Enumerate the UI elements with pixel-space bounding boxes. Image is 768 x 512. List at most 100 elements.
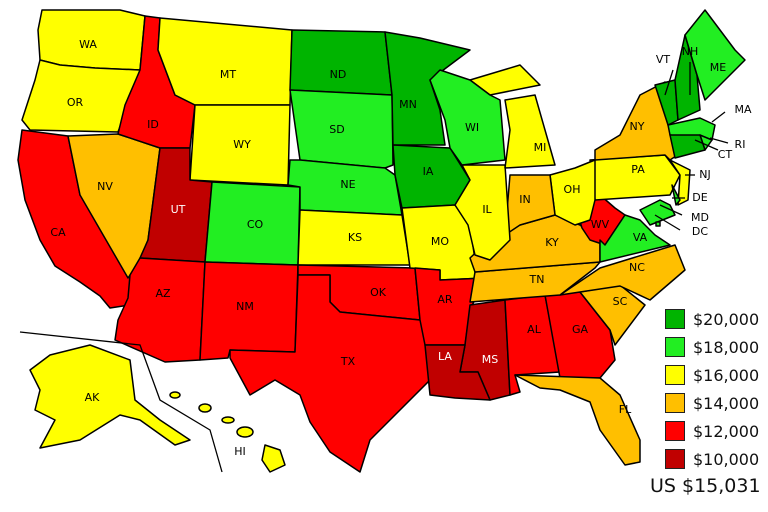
legend-label: $10,000 (693, 449, 760, 469)
state-nd[interactable] (289, 29, 393, 96)
state-label-il: IL (482, 203, 492, 216)
state-hi-island[interactable] (169, 391, 181, 399)
state-label-wi: WI (465, 121, 479, 134)
state-nc[interactable] (559, 244, 686, 301)
leader-vt (664, 69, 674, 96)
state-label-in: IN (519, 193, 530, 206)
state-label-nv: NV (97, 180, 113, 193)
state-label-de: DE (692, 191, 707, 204)
legend-swatch (665, 309, 685, 329)
state-label-wv: WV (591, 218, 610, 231)
state-label-me: ME (710, 61, 726, 74)
state-label-hi: HI (234, 445, 246, 458)
state-me[interactable] (684, 9, 746, 101)
state-label-ri: RI (735, 138, 746, 151)
leader-md (659, 204, 683, 216)
state-label-vt: VT (656, 53, 671, 66)
state-label-mo: MO (431, 235, 449, 248)
legend-label: $20,000 (693, 309, 760, 329)
state-mt[interactable] (157, 17, 293, 106)
state-dc[interactable] (655, 221, 661, 227)
state-label-ar: AR (437, 293, 453, 306)
state-label-oh: OH (564, 183, 581, 196)
state-oh[interactable] (549, 159, 596, 226)
state-label-ny: NY (630, 120, 645, 133)
state-label-dc: DC (692, 225, 708, 238)
state-label-ut: UT (171, 203, 186, 216)
state-label-or: OR (67, 96, 84, 109)
state-label-fl: FL (619, 403, 632, 416)
state-label-md: MD (691, 211, 709, 224)
legend-item: $10,000 (665, 445, 759, 473)
state-fl[interactable] (514, 374, 641, 466)
leader-ri (709, 137, 729, 144)
state-mi[interactable] (504, 94, 556, 169)
state-label-ks: KS (348, 231, 362, 244)
state-label-id: ID (147, 118, 159, 131)
state-label-ok: OK (370, 286, 387, 299)
legend-label: $16,000 (693, 365, 760, 385)
state-hi-island[interactable] (221, 416, 235, 424)
state-il[interactable] (454, 164, 511, 261)
state-label-mi: MI (534, 141, 547, 154)
state-label-ma: MA (734, 103, 751, 116)
state-mn[interactable] (384, 31, 471, 146)
state-label-co: CO (247, 218, 264, 231)
state-label-nh: NH (682, 45, 699, 58)
legend-swatch (665, 421, 685, 441)
leader-ma (711, 111, 726, 123)
legend-swatch (665, 365, 685, 385)
state-de[interactable] (671, 184, 681, 206)
state-label-nd: ND (330, 68, 347, 81)
legend-item: $12,000 (665, 417, 759, 445)
legend-item: $14,000 (665, 389, 759, 417)
legend-swatch (665, 393, 685, 413)
state-hi-island[interactable] (198, 403, 212, 413)
state-ak[interactable] (29, 344, 191, 449)
state-label-al: AL (527, 323, 542, 336)
state-label-ct: CT (718, 148, 733, 161)
state-label-nm: NM (236, 300, 254, 313)
state-sd[interactable] (289, 89, 394, 169)
state-label-tx: TX (340, 355, 356, 368)
legend-item: $16,000 (665, 361, 759, 389)
state-hi-island[interactable] (236, 426, 254, 438)
state-label-sd: SD (329, 123, 344, 136)
state-label-ak: AK (85, 391, 101, 404)
state-label-ca: CA (50, 226, 66, 239)
legend-swatch (665, 337, 685, 357)
legend: $20,000 $18,000 $16,000 $14,000 $12,000 $10,0… (665, 305, 759, 473)
state-label-la: LA (438, 350, 452, 363)
state-label-mt: MT (220, 68, 236, 81)
state-label-az: AZ (155, 287, 171, 300)
state-pa[interactable] (589, 154, 681, 201)
state-tx[interactable] (229, 274, 431, 473)
legend-label: $18,000 (693, 337, 760, 357)
state-va[interactable] (599, 214, 671, 263)
legend-label: $12,000 (693, 421, 760, 441)
state-label-pa: PA (631, 163, 645, 176)
leader-ct (694, 139, 719, 151)
state-label-wa: WA (79, 38, 97, 51)
state-label-sc: SC (613, 295, 628, 308)
legend-swatch (665, 449, 685, 469)
state-label-ky: KY (545, 236, 559, 249)
state-label-ne: NE (340, 178, 355, 191)
us-total: US $15,031 (650, 475, 761, 497)
state-label-nj: NJ (699, 168, 710, 181)
legend-item: $20,000 (665, 305, 759, 333)
state-label-mn: MN (399, 98, 417, 111)
state-label-ga: GA (572, 323, 589, 336)
state-label-ia: IA (423, 165, 434, 178)
state-nh[interactable] (674, 34, 701, 121)
state-nj[interactable] (669, 159, 691, 206)
legend-item: $18,000 (665, 333, 759, 361)
leader-dc (654, 214, 681, 231)
state-ct[interactable] (669, 134, 706, 159)
state-hi[interactable] (261, 444, 286, 473)
state-la[interactable] (424, 344, 491, 401)
legend-label: $14,000 (693, 393, 760, 413)
state-wi[interactable] (429, 69, 506, 166)
